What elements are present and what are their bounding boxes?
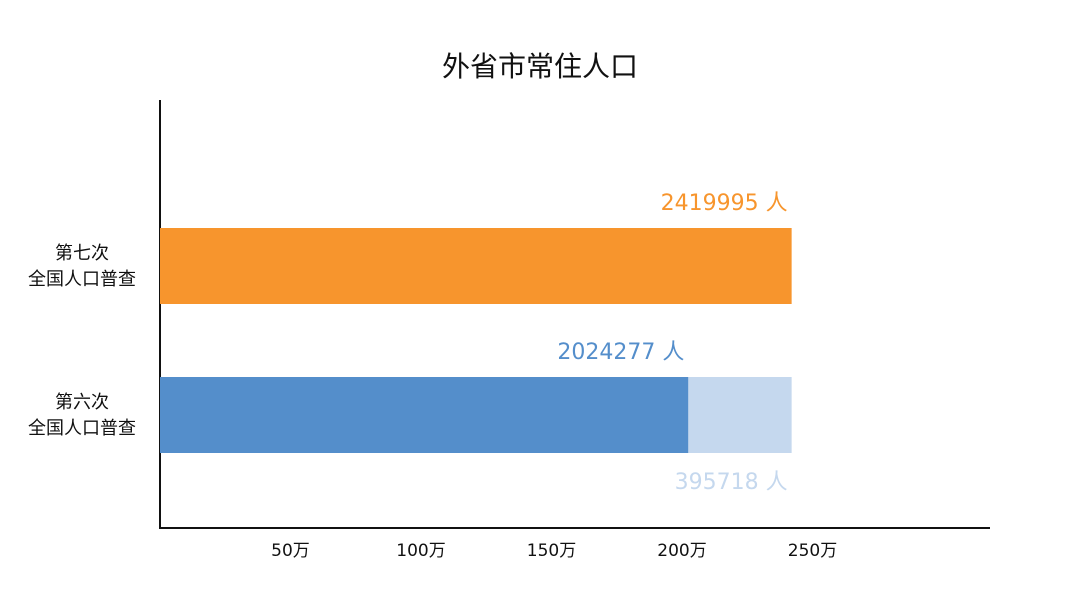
chart-title: 外省市常住人口 [442, 50, 638, 83]
value-label: 2419995 人 [661, 191, 788, 216]
category-label-line: 全国人口普查 [28, 269, 136, 290]
x-tick-label: 50万 [271, 541, 310, 561]
category-label: 第七次全国人口普查 [28, 243, 136, 290]
category-label-line: 第七次 [55, 243, 109, 264]
x-tick-label: 100万 [396, 541, 445, 561]
category-label: 第六次全国人口普查 [28, 392, 136, 439]
x-tick-label: 250万 [788, 541, 837, 561]
bar [688, 377, 792, 453]
value-label: 395718 人 [675, 470, 788, 495]
x-tick-label: 200万 [657, 541, 706, 561]
value-label: 2024277 人 [557, 340, 684, 365]
category-label-line: 第六次 [55, 392, 109, 413]
bar [160, 228, 792, 304]
bar [160, 377, 689, 453]
category-label-line: 全国人口普查 [28, 418, 136, 439]
x-tick-label: 150万 [527, 541, 576, 561]
